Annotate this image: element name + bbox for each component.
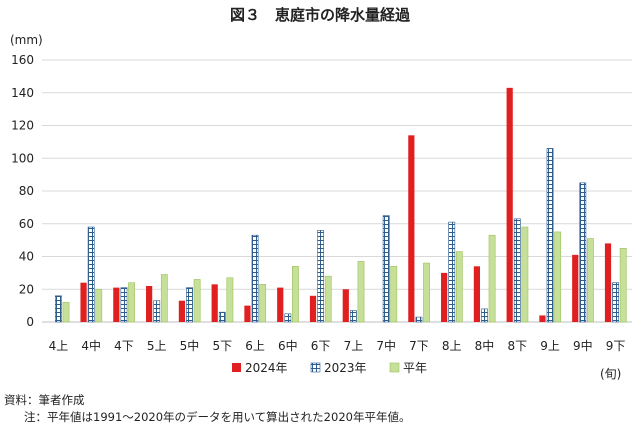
bar-2024 bbox=[113, 287, 120, 322]
x-tick-label: 6中 bbox=[278, 338, 298, 353]
bar-normal bbox=[324, 275, 332, 323]
footnote: 注：平年値は1991～2020年のデータを用いて算出された2020年平年値。 bbox=[24, 410, 411, 424]
bar-2024 bbox=[572, 254, 579, 322]
x-tick-label: 5中 bbox=[180, 338, 200, 353]
bar-2023 bbox=[415, 316, 423, 323]
legend-label: 平年 bbox=[403, 361, 427, 375]
bar-2024 bbox=[80, 282, 87, 322]
x-tick-label: 7下 bbox=[409, 339, 429, 353]
y-tick-label: 40 bbox=[19, 250, 34, 264]
x-tick-label: 4上 bbox=[49, 339, 69, 353]
bar-2024 bbox=[178, 300, 185, 322]
bar-normal bbox=[488, 234, 496, 323]
x-tick-label: 7上 bbox=[344, 339, 364, 353]
x-tick-label: 6上 bbox=[245, 339, 265, 353]
bar-normal bbox=[95, 288, 103, 323]
y-tick-label: 0 bbox=[26, 315, 34, 329]
legend-swatch bbox=[389, 362, 400, 373]
bar-2024 bbox=[309, 295, 317, 322]
bar-2024 bbox=[473, 266, 480, 322]
bar-normal bbox=[521, 226, 529, 323]
x-tick-label: 8中 bbox=[475, 338, 495, 353]
x-tick-label: 5下 bbox=[212, 339, 232, 353]
x-axis-unit: (旬) bbox=[600, 367, 621, 381]
legend-label: 2023年 bbox=[324, 361, 367, 375]
x-tick-label: 9中 bbox=[573, 338, 593, 353]
y-tick-label: 160 bbox=[11, 53, 34, 67]
bar-2023 bbox=[218, 311, 226, 323]
bar-2023 bbox=[579, 182, 587, 323]
bar-2023 bbox=[251, 234, 259, 323]
x-tick-label: 8上 bbox=[442, 339, 462, 353]
x-tick-label: 4中 bbox=[81, 338, 101, 353]
bar-normal bbox=[259, 284, 267, 323]
y-tick-label: 60 bbox=[19, 217, 34, 231]
bar-2023 bbox=[87, 226, 95, 323]
y-tick-labels: 0 20 40 60 80 100 120 140 160 bbox=[11, 53, 34, 329]
precipitation-chart: 図３ 恵庭市の降水量経過 (mm) (旬) 0 20 40 60 80 100 120 140… bbox=[10, 6, 632, 381]
bar-normal bbox=[160, 274, 168, 323]
legend-swatch bbox=[232, 363, 241, 372]
bar-2024 bbox=[244, 305, 251, 322]
bar-normal bbox=[357, 261, 365, 323]
x-tick-label: 9上 bbox=[540, 339, 560, 353]
x-tick-label: 8下 bbox=[507, 339, 527, 353]
source-note: 資料：筆者作成 bbox=[4, 393, 85, 407]
bar-normal bbox=[423, 262, 430, 323]
bar-2023 bbox=[382, 215, 390, 323]
x-tick-label: 6下 bbox=[311, 339, 331, 353]
bar-2024 bbox=[277, 287, 284, 322]
bar-2023 bbox=[186, 287, 193, 323]
legend: 2024年 2023年 平年 bbox=[232, 361, 427, 375]
bar-normal bbox=[455, 251, 463, 323]
bar-2024 bbox=[539, 315, 546, 322]
bar-2024 bbox=[211, 284, 218, 322]
bar-2023 bbox=[546, 148, 554, 323]
bar-normal bbox=[554, 231, 562, 323]
bar-normal bbox=[390, 266, 398, 323]
x-tick-label: 9下 bbox=[606, 339, 626, 353]
y-axis-unit: (mm) bbox=[10, 33, 43, 47]
y-tick-label: 80 bbox=[19, 184, 34, 198]
bar-2023 bbox=[317, 230, 325, 323]
y-tick-label: 120 bbox=[11, 119, 34, 133]
y-tick-label: 140 bbox=[11, 86, 34, 100]
bar-normal bbox=[619, 248, 627, 323]
bar-normal bbox=[226, 277, 234, 323]
bars bbox=[54, 87, 627, 323]
bar-2024 bbox=[441, 272, 448, 322]
bar-2023 bbox=[481, 308, 488, 323]
y-tick-label: 20 bbox=[19, 282, 34, 296]
bar-normal bbox=[193, 279, 201, 323]
x-tick-label: 4下 bbox=[114, 339, 134, 353]
bar-2023 bbox=[284, 313, 292, 323]
bar-2023 bbox=[120, 287, 128, 323]
bar-2023 bbox=[349, 310, 357, 323]
legend-label: 2024年 bbox=[245, 361, 288, 375]
bar-normal bbox=[128, 282, 135, 323]
bar-2023 bbox=[54, 295, 62, 323]
bar-2024 bbox=[342, 289, 349, 322]
y-tick-label: 100 bbox=[11, 151, 34, 165]
bar-2024 bbox=[146, 285, 153, 322]
bar-normal bbox=[587, 238, 594, 323]
bar-2023 bbox=[612, 282, 620, 323]
bar-2023 bbox=[153, 300, 161, 323]
bar-2024 bbox=[506, 87, 513, 323]
gridlines bbox=[42, 59, 632, 323]
legend-swatch bbox=[310, 362, 321, 373]
bar-2024 bbox=[604, 243, 612, 322]
x-tick-label: 5上 bbox=[147, 339, 167, 353]
bar-2023 bbox=[448, 221, 456, 323]
x-tick-labels: 4上 4中 4下 5上 5中 5下 6上 6中 6下 7上 7中 7下 8上 8中 8下 9上 9中 9下 bbox=[49, 338, 626, 353]
bar-2023 bbox=[513, 218, 521, 323]
bar-normal bbox=[62, 302, 70, 323]
chart-title: 図３ 恵庭市の降水量経過 bbox=[230, 6, 411, 24]
bar-2024 bbox=[408, 135, 415, 322]
x-tick-label: 7中 bbox=[376, 338, 396, 353]
bar-normal bbox=[292, 266, 299, 323]
